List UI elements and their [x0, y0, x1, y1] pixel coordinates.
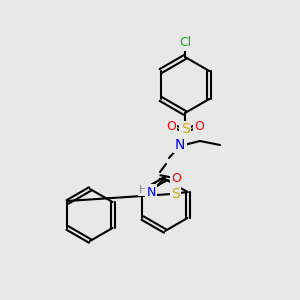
Text: S: S	[181, 122, 189, 136]
Text: N: N	[175, 138, 185, 152]
Text: S: S	[171, 187, 180, 201]
Text: O: O	[166, 121, 176, 134]
Text: O: O	[171, 172, 181, 185]
Text: O: O	[194, 121, 204, 134]
Text: Cl: Cl	[179, 37, 191, 50]
Text: N: N	[146, 185, 156, 199]
Text: H: H	[139, 185, 147, 195]
